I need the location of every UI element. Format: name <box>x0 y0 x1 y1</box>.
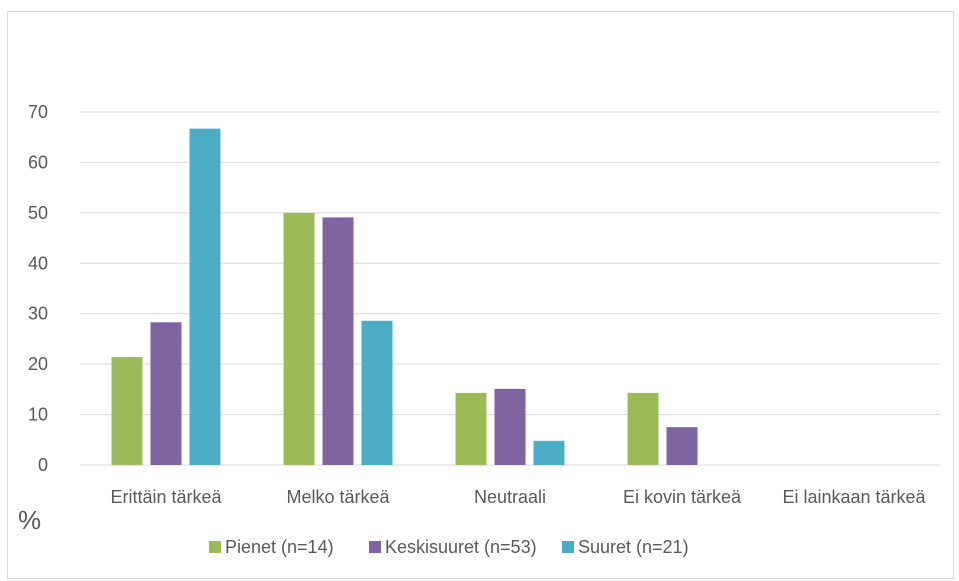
y-axis-unit-label: % <box>18 505 41 535</box>
y-tick-label: 20 <box>28 354 48 374</box>
category-label: Ei lainkaan tärkeä <box>782 487 926 507</box>
y-tick-label: 10 <box>28 405 48 425</box>
y-tick-label: 30 <box>28 304 48 324</box>
bar <box>666 427 698 465</box>
y-tick-label: 50 <box>28 203 48 223</box>
y-tick-label: 60 <box>28 152 48 172</box>
y-tick-label: 0 <box>38 455 48 475</box>
bar <box>627 392 659 465</box>
legend-swatch <box>369 541 381 553</box>
bar <box>111 357 143 465</box>
legend: Pienet (n=14) Keskisuuret (n=53) Suuret (n… <box>209 537 689 557</box>
category-label: Melko tärkeä <box>286 487 390 507</box>
bar <box>455 392 487 465</box>
y-axis-ticks: 0 10 20 30 40 50 60 70 <box>28 102 48 475</box>
legend-swatch <box>209 541 221 553</box>
bars <box>111 128 698 466</box>
bar <box>361 320 393 465</box>
category-label: Ei kovin tärkeä <box>623 487 742 507</box>
legend-swatch <box>562 541 574 553</box>
bar <box>494 388 526 465</box>
bar <box>533 440 565 465</box>
category-label: Neutraali <box>474 487 546 507</box>
category-labels: Erittäin tärkeä Melko tärkeä Neutraali Ei k… <box>110 487 926 507</box>
bar <box>283 212 315 465</box>
bar <box>150 322 182 465</box>
gridlines <box>80 111 940 466</box>
bar <box>189 128 221 466</box>
category-label: Erittäin tärkeä <box>110 487 222 507</box>
y-tick-label: 70 <box>28 102 48 122</box>
chart-frame <box>7 11 954 579</box>
legend-label: Pienet (n=14) <box>225 537 334 557</box>
legend-label: Keskisuuret (n=53) <box>385 537 537 557</box>
legend-label: Suuret (n=21) <box>578 537 689 557</box>
y-tick-label: 40 <box>28 253 48 273</box>
bar <box>322 217 354 465</box>
